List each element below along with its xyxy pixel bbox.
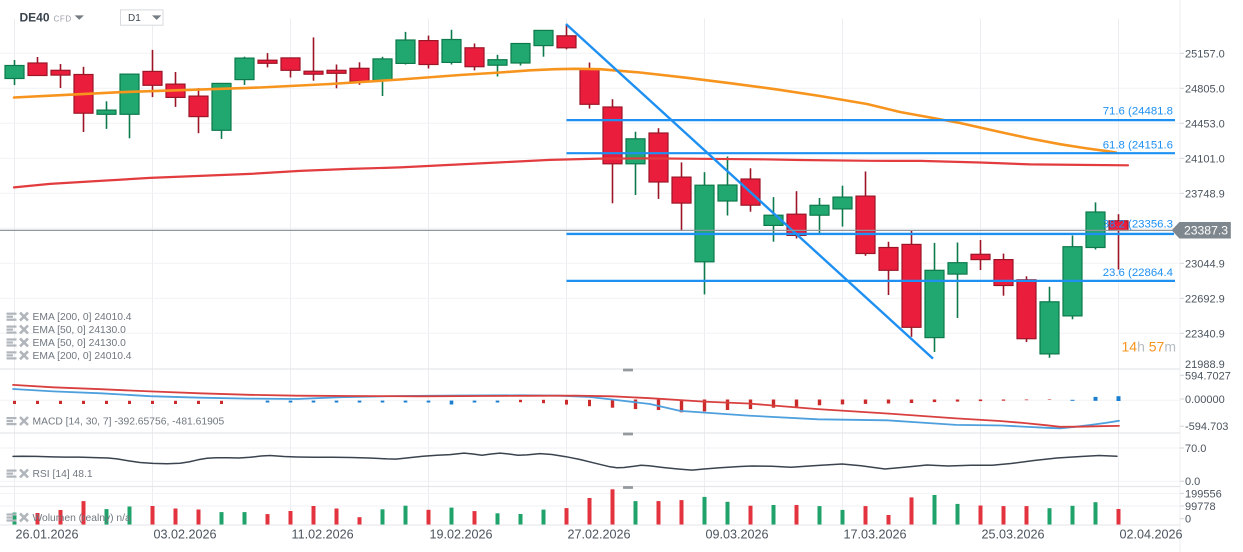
svg-text:19.02.2026: 19.02.2026 [430, 528, 493, 542]
svg-text:DE40: DE40 [20, 11, 50, 25]
svg-text:21988.9: 21988.9 [1185, 359, 1225, 371]
svg-text:14h 57m: 14h 57m [1121, 338, 1176, 354]
svg-text:23.6 (22864.4: 23.6 (22864.4 [1103, 267, 1173, 279]
svg-text:MACD [14, 30, 7] -392.65756, -: MACD [14, 30, 7] -392.65756, -481.61905 [33, 417, 225, 428]
svg-text:24453.0: 24453.0 [1185, 118, 1225, 130]
svg-text:61.8 (24151.6: 61.8 (24151.6 [1103, 139, 1173, 151]
svg-text:38.2 (23356.3: 38.2 (23356.3 [1103, 218, 1173, 230]
svg-text:70.0: 70.0 [1185, 443, 1206, 455]
svg-text:99778: 99778 [1185, 501, 1216, 513]
svg-text:0.0: 0.0 [1185, 476, 1200, 488]
svg-text:594.7027: 594.7027 [1185, 370, 1231, 382]
svg-text:Wolumen (realny) n/a: Wolumen (realny) n/a [33, 513, 132, 524]
svg-text:71.6 (24481.8: 71.6 (24481.8 [1103, 106, 1173, 118]
svg-text:0.00000: 0.00000 [1185, 394, 1225, 406]
svg-text:03.02.2026: 03.02.2026 [154, 528, 217, 542]
svg-text:-594.703: -594.703 [1185, 421, 1228, 433]
svg-text:22692.9: 22692.9 [1185, 293, 1225, 305]
svg-text:23044.9: 23044.9 [1185, 258, 1225, 270]
svg-text:0: 0 [1185, 514, 1191, 526]
svg-text:199556: 199556 [1185, 488, 1222, 500]
svg-text:09.03.2026: 09.03.2026 [706, 528, 769, 542]
svg-text:EMA [50, 0] 24130.0: EMA [50, 0] 24130.0 [33, 325, 127, 336]
svg-text:11.02.2026: 11.02.2026 [292, 528, 354, 542]
svg-text:17.03.2026: 17.03.2026 [844, 528, 907, 542]
svg-text:RSI [14] 48.1: RSI [14] 48.1 [33, 469, 93, 480]
svg-text:25157.0: 25157.0 [1185, 48, 1225, 60]
svg-text:22340.9: 22340.9 [1185, 328, 1225, 340]
svg-text:02.04.2026: 02.04.2026 [1120, 528, 1183, 542]
svg-text:D1: D1 [128, 13, 141, 24]
svg-text:23748.9: 23748.9 [1185, 188, 1225, 200]
svg-text:26.01.2026: 26.01.2026 [16, 528, 79, 542]
svg-text:EMA [200, 0] 24010.4: EMA [200, 0] 24010.4 [33, 312, 132, 323]
svg-text:23387.3: 23387.3 [1184, 224, 1228, 238]
svg-text:24805.0: 24805.0 [1185, 83, 1225, 95]
svg-text:EMA [200, 0] 24010.4: EMA [200, 0] 24010.4 [33, 351, 132, 362]
svg-text:25.03.2026: 25.03.2026 [982, 528, 1045, 542]
svg-text:CFD: CFD [54, 14, 72, 23]
svg-text:24101.0: 24101.0 [1185, 153, 1225, 165]
svg-text:27.02.2026: 27.02.2026 [568, 528, 631, 542]
svg-text:EMA [50, 0] 24130.0: EMA [50, 0] 24130.0 [33, 338, 127, 349]
